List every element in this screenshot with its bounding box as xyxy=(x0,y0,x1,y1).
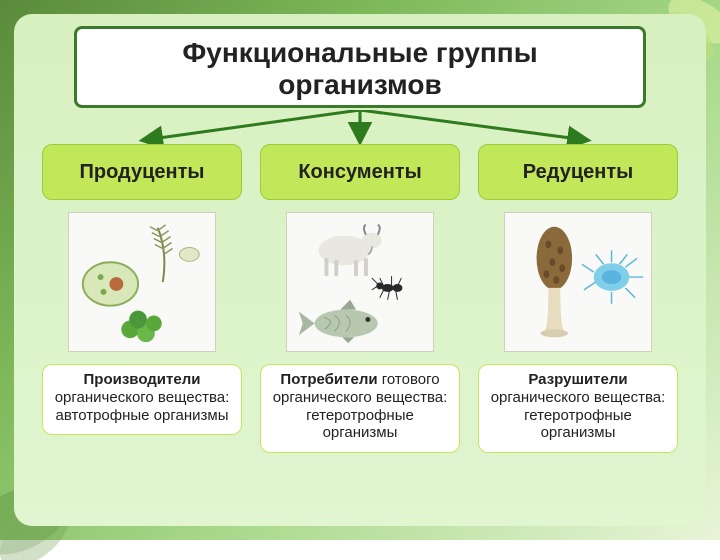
column-decomposers: Редуценты xyxy=(478,144,678,453)
arrow-right xyxy=(360,110,586,140)
ant-icon xyxy=(372,276,403,300)
morel-mushroom-icon xyxy=(537,227,573,337)
arrow-left xyxy=(145,110,360,140)
desc-bold: Потребители xyxy=(280,371,377,388)
algae-cluster-icon xyxy=(121,311,161,343)
microbe-icon xyxy=(179,248,199,262)
image-producers xyxy=(68,212,216,352)
desc-producers: Производители органического вещества: ав… xyxy=(42,364,242,435)
category-decomposers: Редуценты xyxy=(478,144,678,200)
category-consumers: Консументы xyxy=(260,144,460,200)
category-label: Редуценты xyxy=(523,162,633,183)
desc-consumers: Потребители готового органического вещес… xyxy=(260,364,460,453)
category-label: Продуценты xyxy=(80,162,205,183)
bacterium-icon xyxy=(582,251,643,304)
desc-rest: органического вещества: автотрофные орга… xyxy=(55,389,230,424)
content-panel: Функциональные группы организмов Продуце… xyxy=(14,14,706,526)
column-producers: Продуценты xyxy=(42,144,242,453)
image-decomposers xyxy=(504,212,652,352)
category-producers: Продуценты xyxy=(42,144,242,200)
image-consumers xyxy=(286,212,434,352)
desc-decomposers: Разрушители органического вещества: гете… xyxy=(478,364,678,453)
arrows xyxy=(42,110,678,144)
desc-bold: Производители xyxy=(84,371,201,388)
column-consumers: Консументы xyxy=(260,144,460,453)
goat-icon xyxy=(319,225,382,276)
plant-stem-icon xyxy=(150,225,173,282)
title-box: Функциональные группы организмов xyxy=(74,26,646,108)
title-text: Функциональные группы организмов xyxy=(182,37,537,100)
desc-rest: органического вещества: гетеротрофные ор… xyxy=(491,389,666,441)
fish-icon xyxy=(299,300,378,343)
category-label: Консументы xyxy=(298,162,421,183)
columns-row: Продуценты xyxy=(42,144,678,453)
desc-bold: Разрушители xyxy=(528,371,627,388)
